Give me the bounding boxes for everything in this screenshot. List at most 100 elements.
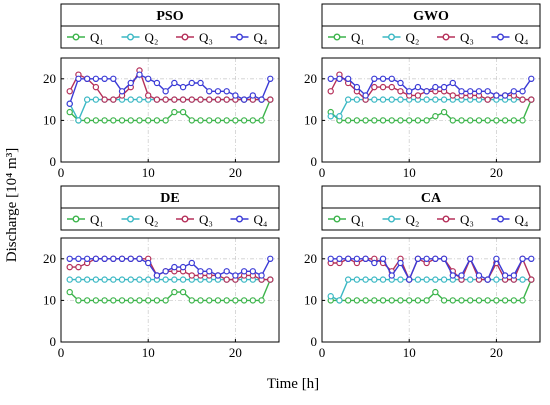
data-point xyxy=(206,268,213,275)
data-point xyxy=(501,272,509,279)
data-point xyxy=(267,96,274,103)
data-point xyxy=(327,255,334,262)
data-point xyxy=(379,276,387,283)
legend-marker xyxy=(72,33,80,41)
data-point xyxy=(179,276,187,283)
data-point xyxy=(484,88,491,95)
data-point xyxy=(66,88,73,95)
data-point xyxy=(475,272,483,279)
data-point xyxy=(423,297,430,304)
data-point xyxy=(267,255,274,262)
data-point xyxy=(336,75,343,83)
x-tick-label: 10 xyxy=(403,345,416,360)
plot-area xyxy=(322,238,540,342)
data-point xyxy=(510,297,518,304)
data-point xyxy=(353,83,361,91)
plot-area xyxy=(61,58,279,162)
y-tick-label: 10 xyxy=(43,292,56,307)
data-point xyxy=(440,96,448,103)
data-point xyxy=(127,297,134,304)
axes-frame xyxy=(321,237,541,343)
data-point xyxy=(327,88,334,95)
data-point xyxy=(475,117,483,124)
data-point xyxy=(449,79,456,87)
data-point xyxy=(362,255,369,262)
y-tick-label: 0 xyxy=(311,154,318,169)
data-point xyxy=(528,96,535,103)
legend-marker xyxy=(235,33,243,41)
data-point xyxy=(127,255,134,262)
x-tick-label: 20 xyxy=(229,165,242,180)
data-point xyxy=(344,96,352,103)
data-point xyxy=(519,297,526,304)
data-point xyxy=(83,255,91,262)
data-point xyxy=(171,79,178,87)
data-point xyxy=(388,75,395,83)
plot-area xyxy=(322,58,540,162)
legend-label: Q₄ xyxy=(515,30,529,45)
legend-box xyxy=(60,207,280,231)
data-point xyxy=(501,92,509,99)
x-axis-label: Time [h] xyxy=(267,376,319,392)
legend-label: Q₂ xyxy=(145,212,159,227)
data-point xyxy=(179,83,187,91)
data-point xyxy=(127,96,134,103)
data-point xyxy=(388,272,395,279)
data-point xyxy=(267,75,274,83)
data-point xyxy=(519,117,526,124)
data-point xyxy=(232,92,239,99)
data-point xyxy=(397,88,404,95)
data-point xyxy=(371,259,378,267)
data-point xyxy=(510,88,518,95)
data-point xyxy=(467,117,474,124)
data-point xyxy=(432,255,439,262)
data-point xyxy=(101,255,108,262)
data-point xyxy=(197,79,204,87)
data-point xyxy=(214,88,222,95)
data-point xyxy=(206,297,213,304)
legend-label: Q₄ xyxy=(254,30,268,45)
data-point xyxy=(206,117,213,124)
data-point xyxy=(144,259,152,267)
data-point xyxy=(232,297,239,304)
data-point xyxy=(110,75,117,83)
data-point xyxy=(519,88,526,95)
data-point xyxy=(493,297,500,304)
data-point xyxy=(344,297,352,304)
data-point xyxy=(528,75,535,83)
legend-marker xyxy=(442,33,450,41)
x-tick-label: 20 xyxy=(490,345,503,360)
legend-label: Q₃ xyxy=(199,212,213,227)
data-point xyxy=(440,108,448,116)
y-tick-label: 20 xyxy=(304,71,317,86)
data-point xyxy=(75,75,82,83)
data-point xyxy=(214,272,222,279)
data-point xyxy=(214,297,222,304)
data-point xyxy=(223,96,230,103)
data-point xyxy=(206,88,213,95)
data-point xyxy=(397,259,404,267)
data-point xyxy=(75,117,82,124)
data-point xyxy=(414,255,422,262)
data-point xyxy=(371,297,378,304)
data-point xyxy=(440,255,448,262)
data-point xyxy=(223,268,230,275)
data-point xyxy=(83,117,91,124)
x-tick-label: 20 xyxy=(229,345,242,360)
data-point xyxy=(519,96,526,103)
data-point xyxy=(179,96,187,103)
y-tick-label: 10 xyxy=(304,292,317,307)
data-point xyxy=(327,75,334,83)
data-point xyxy=(188,272,195,279)
data-point xyxy=(162,117,169,124)
data-point xyxy=(484,276,491,283)
data-point xyxy=(406,276,413,283)
data-point xyxy=(75,276,82,283)
data-point xyxy=(66,108,73,116)
panel-title: CA xyxy=(421,191,442,206)
y-tick-label: 20 xyxy=(43,251,56,266)
data-point xyxy=(371,276,378,283)
data-point xyxy=(353,255,361,262)
data-point xyxy=(240,117,248,124)
data-point xyxy=(179,263,187,271)
